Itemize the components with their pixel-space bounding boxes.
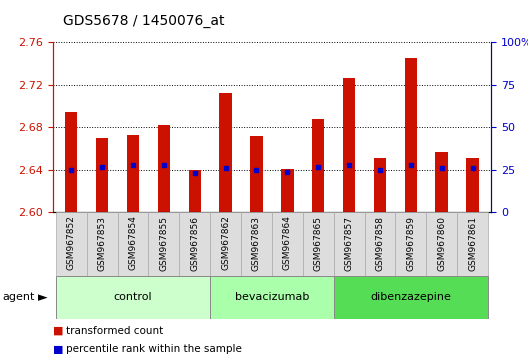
Text: GSM967856: GSM967856 xyxy=(190,216,199,270)
Text: GSM967852: GSM967852 xyxy=(67,216,76,270)
Bar xyxy=(118,212,148,276)
Text: agent: agent xyxy=(3,292,35,302)
Text: GSM967860: GSM967860 xyxy=(437,216,446,270)
Bar xyxy=(343,78,355,212)
Bar xyxy=(250,136,262,212)
Text: GSM967857: GSM967857 xyxy=(345,216,354,270)
Bar xyxy=(334,276,488,319)
Bar xyxy=(457,212,488,276)
Bar xyxy=(210,276,334,319)
Text: GSM967864: GSM967864 xyxy=(283,216,292,270)
Text: ►: ► xyxy=(38,291,48,304)
Bar xyxy=(127,135,139,212)
Bar xyxy=(220,93,232,212)
Bar xyxy=(96,138,108,212)
Text: GSM967853: GSM967853 xyxy=(98,216,107,270)
Bar xyxy=(466,158,479,212)
Text: GSM967859: GSM967859 xyxy=(407,216,416,270)
Bar xyxy=(180,212,210,276)
Bar xyxy=(395,212,426,276)
Bar xyxy=(272,212,303,276)
Bar xyxy=(334,212,364,276)
Bar xyxy=(210,212,241,276)
Text: GDS5678 / 1450076_at: GDS5678 / 1450076_at xyxy=(63,14,225,28)
Bar xyxy=(404,58,417,212)
Bar xyxy=(56,276,210,319)
Bar xyxy=(374,158,386,212)
Bar xyxy=(158,125,170,212)
Text: GSM967865: GSM967865 xyxy=(314,216,323,270)
Bar xyxy=(65,112,78,212)
Text: GSM967861: GSM967861 xyxy=(468,216,477,270)
Text: ■: ■ xyxy=(53,344,63,354)
Bar xyxy=(364,212,395,276)
Text: GSM967862: GSM967862 xyxy=(221,216,230,270)
Text: GSM967854: GSM967854 xyxy=(128,216,137,270)
Bar xyxy=(188,170,201,212)
Text: dibenzazepine: dibenzazepine xyxy=(370,292,451,302)
Bar xyxy=(312,119,324,212)
Text: percentile rank within the sample: percentile rank within the sample xyxy=(66,344,242,354)
Bar xyxy=(303,212,334,276)
Text: control: control xyxy=(114,292,153,302)
Bar xyxy=(281,169,294,212)
Bar xyxy=(241,212,272,276)
Text: GSM967863: GSM967863 xyxy=(252,216,261,270)
Text: transformed count: transformed count xyxy=(66,326,163,336)
Bar xyxy=(426,212,457,276)
Text: GSM967858: GSM967858 xyxy=(375,216,384,270)
Text: bevacizumab: bevacizumab xyxy=(235,292,309,302)
Bar xyxy=(87,212,118,276)
Bar xyxy=(56,212,87,276)
Bar xyxy=(436,152,448,212)
Text: ■: ■ xyxy=(53,326,63,336)
Bar xyxy=(148,212,180,276)
Text: GSM967855: GSM967855 xyxy=(159,216,168,270)
